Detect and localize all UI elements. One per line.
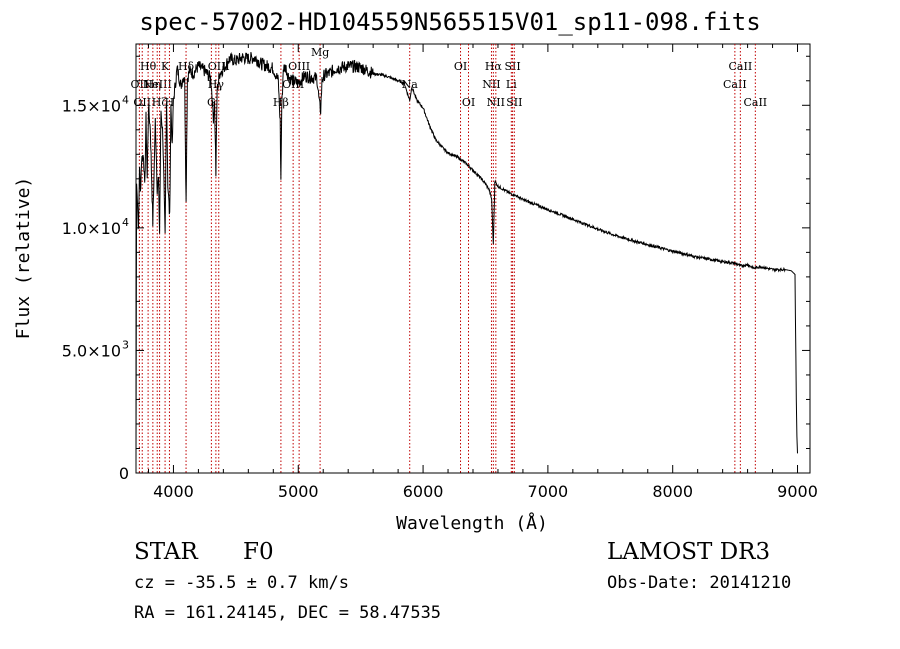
line-label-10: Hγ xyxy=(208,78,225,91)
y-tick-label-0: 0 xyxy=(119,464,129,483)
emission-line-markers: OIIOIIHθHηNeIIIHζKHHδGHγOIIIHβOIIIOIIIMg… xyxy=(131,44,767,473)
line-label-4: NeIII xyxy=(143,78,172,91)
y-axis-label: Flux (relative) xyxy=(13,177,34,340)
line-label-25: CaII xyxy=(723,78,747,91)
line-label-26: CaII xyxy=(729,60,753,73)
line-label-19: NII xyxy=(482,78,500,91)
line-label-18: OI xyxy=(462,96,475,109)
x-tick-label-0: 4000 xyxy=(153,482,194,501)
line-label-9: G xyxy=(207,96,216,109)
y-tick-exponent-2: 4 xyxy=(122,216,129,229)
y-tick-exponent-1: 3 xyxy=(122,338,129,351)
x-tick-label-1: 5000 xyxy=(278,482,319,501)
spectrum-series xyxy=(135,52,798,461)
obs-date: Obs-Date: 20141210 xyxy=(607,573,792,593)
survey-name: LAMOST DR3 xyxy=(607,539,771,565)
y-tick-exponent-3: 4 xyxy=(122,93,129,106)
x-tick-label-4: 8000 xyxy=(652,482,693,501)
plot-title: spec-57002-HD104559N565515V01_sp11-098.f… xyxy=(139,8,761,36)
y-tick-label-2: 1.0×10 xyxy=(62,219,121,238)
coordinates: RA = 161.24145, DEC = 58.47535 xyxy=(134,603,442,623)
line-label-20: Hα xyxy=(485,60,503,73)
object-class: STAR xyxy=(134,539,198,565)
x-tick-label-5: 9000 xyxy=(777,482,818,501)
line-label-17: OI xyxy=(454,60,467,73)
redshift-info: cz = -35.5 ± 0.7 km/s xyxy=(134,573,349,593)
line-label-5: Hζ xyxy=(152,96,168,109)
y-tick-label-1: 5.0×10 xyxy=(62,341,121,360)
line-label-7: H xyxy=(165,96,175,109)
x-axis-ticks: 4000 5000 6000 7000 8000 9000 xyxy=(147,44,818,501)
spectrum-line xyxy=(135,52,798,461)
y-tick-label-3: 1.5×10 xyxy=(62,96,121,115)
line-label-0: OII xyxy=(131,78,149,91)
line-label-2: Hθ xyxy=(140,60,157,73)
line-label-21: NII xyxy=(487,96,505,109)
line-label-3: Hη xyxy=(145,78,161,91)
line-label-27: CaII xyxy=(743,96,767,109)
line-label-6: K xyxy=(161,60,170,73)
line-label-14: OIII xyxy=(288,60,310,73)
x-tick-label-2: 6000 xyxy=(403,482,444,501)
line-label-23: SII xyxy=(504,60,520,73)
line-label-22: Li xyxy=(506,78,517,91)
line-label-24: SII xyxy=(506,96,522,109)
line-label-15: Mg xyxy=(311,46,329,59)
y-axis-ticks: 05.0×10 31.0×10 41.5×10 4 xyxy=(62,55,810,483)
x-axis-label: Wavelength (Å) xyxy=(396,512,548,534)
object-subclass: F0 xyxy=(243,539,274,565)
x-tick-label-3: 7000 xyxy=(528,482,569,501)
line-label-12: Hβ xyxy=(273,96,289,109)
